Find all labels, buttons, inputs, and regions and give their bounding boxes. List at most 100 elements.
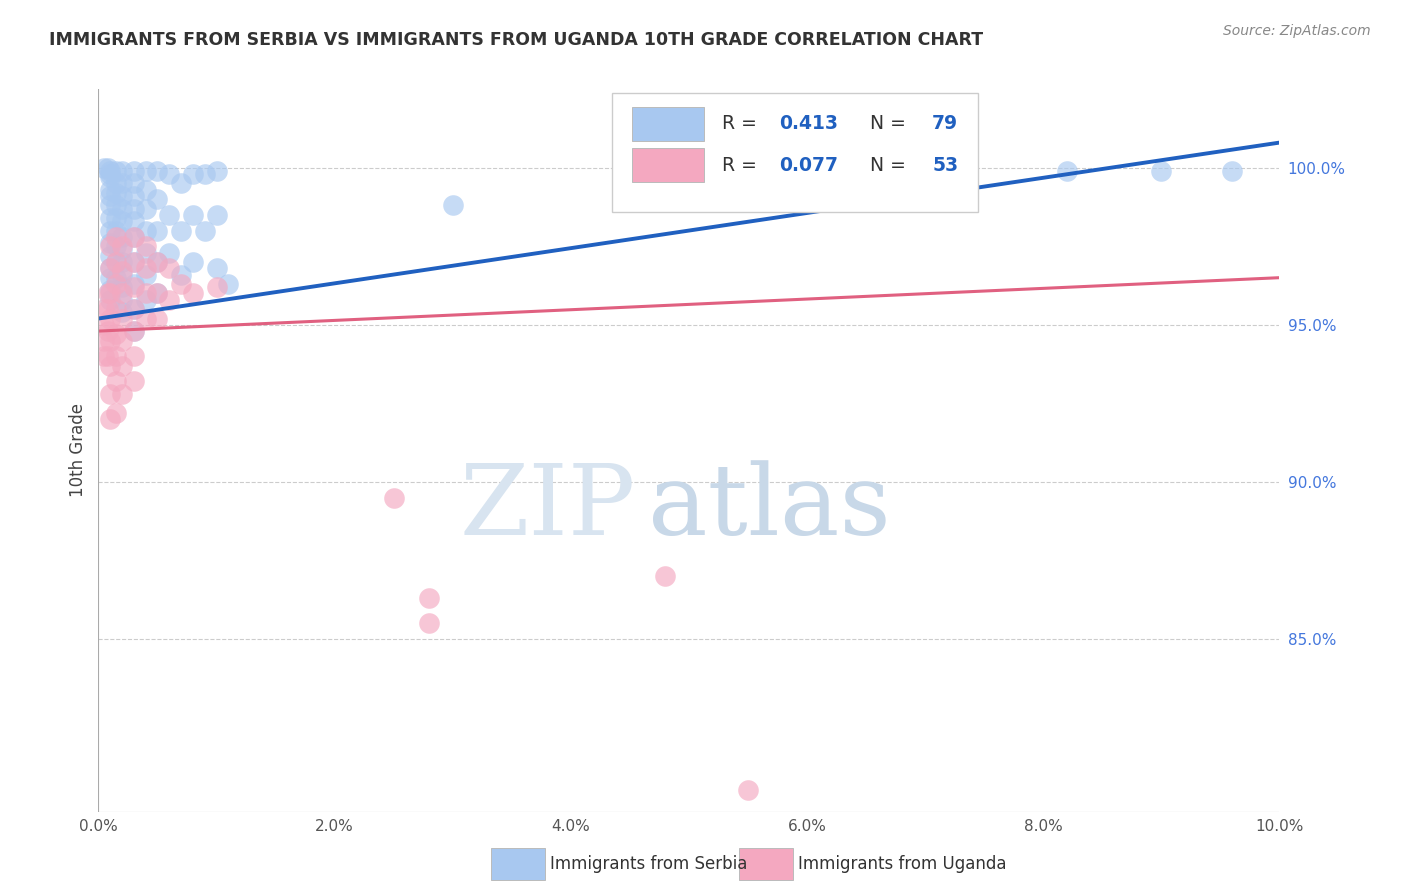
Point (105, 198, 128, 212)
Point (98, 270, 121, 285)
Point (105, 327, 128, 342)
Point (98, 286, 121, 301)
Point (111, 189, 134, 203)
Point (93, 334, 115, 348)
Point (105, 211, 128, 225)
Point (205, 280, 228, 294)
Point (111, 359, 134, 373)
Text: atlas: atlas (648, 460, 890, 556)
Point (122, 230, 145, 244)
Point (135, 286, 157, 301)
Point (98, 283, 121, 297)
Point (1150, 164, 1173, 178)
Point (1056, 164, 1078, 178)
Point (98, 387, 121, 401)
Point (93, 318, 115, 332)
Point (98, 311, 121, 326)
Y-axis label: 10th Grade: 10th Grade (69, 403, 87, 498)
Point (122, 255, 145, 269)
Point (111, 177, 134, 191)
Point (111, 164, 134, 178)
Point (111, 293, 134, 307)
Point (111, 387, 134, 401)
Point (98, 211, 121, 225)
Text: N =: N = (858, 114, 911, 134)
Point (122, 302, 145, 317)
Point (146, 192, 169, 206)
Point (93, 349, 115, 363)
Point (105, 223, 128, 237)
Point (170, 277, 193, 291)
Point (111, 334, 134, 348)
Point (135, 245, 157, 260)
Point (194, 223, 217, 237)
Point (135, 293, 157, 307)
Point (157, 293, 180, 307)
Point (97, 302, 120, 317)
Point (105, 239, 128, 253)
Point (98, 198, 121, 212)
Point (170, 268, 193, 282)
Point (135, 183, 157, 197)
Point (122, 280, 145, 294)
Point (122, 324, 145, 338)
Point (418, 616, 440, 631)
Point (170, 177, 193, 191)
Text: R =: R = (723, 155, 763, 175)
Text: Immigrants from Serbia: Immigrants from Serbia (550, 855, 747, 872)
Point (146, 223, 169, 237)
Point (105, 230, 128, 244)
Point (98, 334, 121, 348)
Point (122, 349, 145, 363)
Point (135, 239, 157, 253)
Point (181, 255, 204, 269)
Text: 79: 79 (932, 114, 959, 134)
Point (105, 375, 128, 389)
Point (111, 243, 134, 257)
Point (122, 202, 145, 216)
Point (111, 230, 134, 244)
Point (181, 208, 204, 222)
Point (105, 406, 128, 420)
Text: 0.077: 0.077 (779, 155, 838, 175)
Text: 53: 53 (932, 155, 959, 175)
Point (105, 164, 128, 178)
Point (111, 305, 134, 319)
Point (98, 293, 121, 307)
Point (98, 249, 121, 263)
Point (122, 324, 145, 338)
Point (890, 161, 912, 175)
Point (135, 164, 157, 178)
Point (157, 261, 180, 276)
Point (98, 167, 121, 181)
Point (194, 167, 217, 181)
Point (122, 255, 145, 269)
Point (111, 311, 134, 326)
Point (111, 202, 134, 216)
FancyBboxPatch shape (633, 106, 704, 141)
Point (111, 239, 134, 253)
FancyBboxPatch shape (612, 93, 979, 212)
Point (98, 183, 121, 197)
Point (122, 164, 145, 178)
Point (97, 286, 120, 301)
FancyBboxPatch shape (491, 847, 546, 880)
Point (97, 349, 120, 363)
Point (122, 230, 145, 244)
Point (93, 302, 115, 317)
Point (737, 782, 759, 797)
Point (105, 302, 128, 317)
Point (98, 189, 121, 203)
Point (135, 268, 157, 282)
Text: N =: N = (858, 155, 911, 175)
Text: ZIP: ZIP (460, 460, 636, 556)
Point (146, 311, 169, 326)
Point (111, 214, 134, 228)
Point (217, 277, 239, 291)
Point (111, 280, 134, 294)
Point (1220, 164, 1243, 178)
Point (105, 186, 128, 200)
FancyBboxPatch shape (738, 847, 793, 880)
Point (122, 177, 145, 191)
Point (93, 161, 115, 175)
